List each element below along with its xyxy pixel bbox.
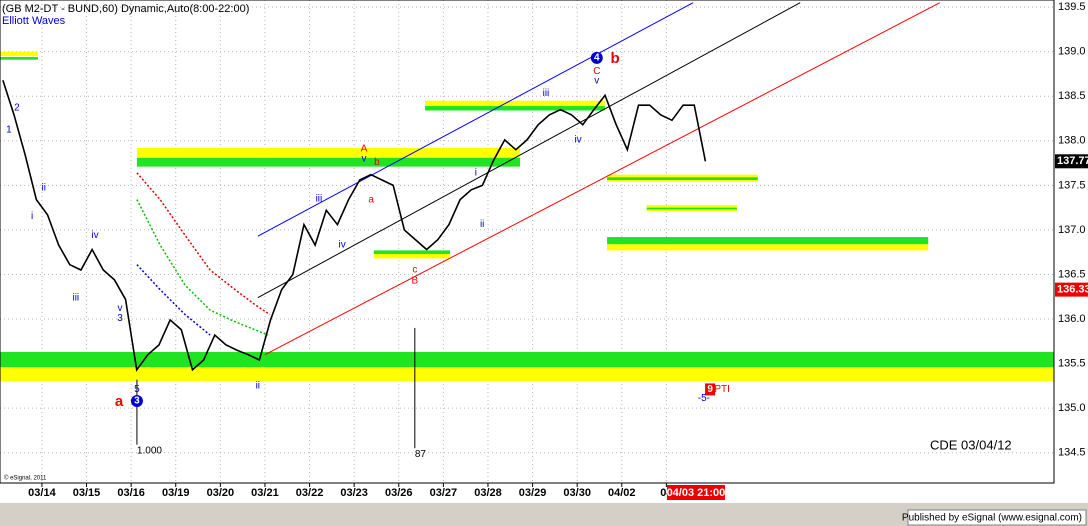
x-tick-label: 03/21 bbox=[251, 487, 279, 499]
price-label: 136.33 bbox=[1057, 284, 1088, 296]
y-tick-label: 139.0 bbox=[1058, 46, 1086, 58]
wave-label: v bbox=[117, 303, 122, 314]
zone-green bbox=[373, 250, 451, 254]
wave-label: 5 bbox=[134, 384, 140, 395]
footer-bar bbox=[0, 503, 1088, 526]
price-label-box bbox=[1055, 282, 1088, 297]
plot-area bbox=[0, 0, 1054, 483]
zone-green bbox=[607, 237, 929, 245]
x-tick-label: 03/30 bbox=[563, 487, 591, 499]
cursor-box bbox=[666, 485, 725, 500]
corner-text: CDE 03/04/12 bbox=[930, 437, 1012, 452]
y-tick-label: 136.0 bbox=[1058, 313, 1086, 325]
wave-label: iv bbox=[574, 135, 581, 146]
moving-average bbox=[136, 264, 211, 336]
wave-label: i bbox=[475, 168, 477, 179]
wave-label: PTI bbox=[714, 384, 730, 395]
wave-label: a bbox=[368, 194, 374, 205]
zone-yellow bbox=[607, 244, 929, 251]
wave-label: b bbox=[374, 157, 380, 168]
copyright: © eSignal, 2011 bbox=[4, 475, 47, 482]
wave-circle bbox=[130, 395, 143, 408]
cursor-label: 04/03 21:00 bbox=[667, 487, 726, 499]
zone-yellow bbox=[425, 100, 605, 107]
wave-circle bbox=[590, 51, 603, 64]
price-label-box bbox=[1055, 154, 1088, 169]
wave-label: i bbox=[31, 211, 33, 222]
wave-label: ii bbox=[480, 219, 484, 230]
marker-label: 1.000 bbox=[137, 445, 162, 456]
x-tick-label: 03/15 bbox=[73, 487, 101, 499]
label-box bbox=[705, 383, 716, 396]
wave-label: iii bbox=[72, 292, 79, 303]
zone-green bbox=[646, 207, 737, 210]
chart-subtitle: Elliott Waves bbox=[2, 15, 66, 27]
x-tick-label: 03/22 bbox=[296, 487, 324, 499]
x-tick-label: 03/16 bbox=[117, 487, 145, 499]
wave-label: iii bbox=[316, 193, 323, 204]
x-tick-label: 04/02 bbox=[608, 487, 636, 499]
wave-label: a bbox=[115, 393, 124, 410]
wave-label: b bbox=[611, 50, 620, 67]
price-label: 137.77 bbox=[1057, 155, 1088, 167]
wave-label: iv bbox=[338, 240, 345, 251]
wave-label: iii bbox=[543, 88, 550, 99]
wave-label: ii bbox=[41, 183, 45, 194]
wave-label: -5- bbox=[698, 393, 710, 404]
wave-label: v bbox=[361, 153, 366, 164]
footer-text: Published by eSignal (www.esignal.com) bbox=[902, 513, 1082, 524]
wave-label: C bbox=[593, 66, 600, 77]
channel-line bbox=[257, 2, 694, 237]
wave-label: 2 bbox=[14, 102, 20, 113]
x-tick-label: 03/14 bbox=[28, 487, 56, 499]
x-tick-label: 03/28 bbox=[474, 487, 502, 499]
y-tick-label: 138.0 bbox=[1058, 135, 1086, 147]
x-tick-label: 03/23 bbox=[340, 487, 368, 499]
moving-average bbox=[136, 172, 271, 316]
wave-label: A bbox=[361, 143, 368, 154]
x-tick-label: 03/19 bbox=[162, 487, 190, 499]
y-tick-label: 137.5 bbox=[1058, 179, 1086, 191]
zone-yellow bbox=[373, 253, 451, 259]
zone-green bbox=[0, 352, 1054, 368]
zone-green bbox=[425, 106, 605, 111]
price-line bbox=[2, 79, 707, 372]
wave-label: B bbox=[411, 275, 418, 286]
zone-yellow bbox=[136, 147, 521, 158]
wave-label: v bbox=[594, 76, 599, 87]
y-tick-label: 138.5 bbox=[1058, 90, 1086, 102]
zone-green bbox=[136, 157, 521, 167]
footer-box bbox=[907, 509, 1087, 526]
plot-border bbox=[0, 0, 1055, 484]
chart-title: (GB M2-DT - BUND,60) Dynamic,Auto(8:00-2… bbox=[2, 3, 249, 15]
zone-green bbox=[607, 177, 758, 181]
zone-yellow bbox=[0, 51, 38, 57]
channel-line bbox=[264, 2, 941, 356]
y-tick-label: 137.0 bbox=[1058, 224, 1086, 236]
y-tick-label: 136.5 bbox=[1058, 268, 1086, 280]
wave-label: iv bbox=[91, 230, 98, 241]
y-tick-label: 135.5 bbox=[1058, 357, 1086, 369]
x-tick-label: 03/26 bbox=[385, 487, 413, 499]
wave-label: 1 bbox=[6, 125, 12, 136]
y-tick-label: 139.5 bbox=[1058, 1, 1086, 13]
y-tick-label: 135.0 bbox=[1058, 402, 1086, 414]
wave-label: 3 bbox=[117, 313, 123, 324]
x-tick-label: 03/29 bbox=[519, 487, 547, 499]
wave-label: c bbox=[412, 265, 417, 276]
zone-yellow bbox=[0, 367, 1054, 382]
x-tick-label: 03/27 bbox=[430, 487, 458, 499]
wave-label: 9 bbox=[707, 384, 713, 395]
wave-label: ii bbox=[256, 381, 260, 392]
wave-label: 3 bbox=[134, 396, 140, 407]
y-tick-label: 134.5 bbox=[1058, 447, 1086, 459]
wave-label: 4 bbox=[594, 53, 600, 64]
channel-line bbox=[257, 2, 801, 299]
zone-green bbox=[0, 57, 38, 60]
marker-label: 87 bbox=[415, 449, 427, 460]
x-tick-label: 03/20 bbox=[207, 487, 235, 499]
